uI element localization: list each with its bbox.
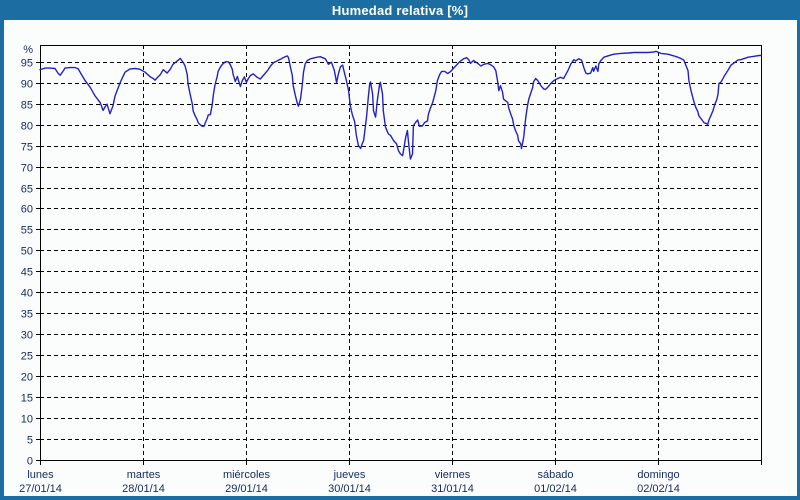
x-axis-date-label: 30/01/14 <box>328 483 371 495</box>
humidity-series-line <box>39 50 762 160</box>
chart-title-bar: Humedad relativa [%] <box>0 0 800 20</box>
x-axis-day-label: domingo <box>637 469 679 481</box>
y-axis-label: 60 <box>21 204 33 216</box>
x-axis-day-label: lunes <box>27 469 54 481</box>
y-axis-label: 90 <box>21 79 33 91</box>
y-axis-label: 35 <box>21 309 33 321</box>
plot-border <box>40 45 762 461</box>
x-axis-day-label: viernes <box>435 469 471 481</box>
y-axis-label: 40 <box>21 288 33 300</box>
y-axis-label: 25 <box>21 351 33 363</box>
chart-panel: 0 5 10 15 20 25 30 35 40 45 50 55 60 65 70 75 80 85 90 95% l… <box>4 20 797 496</box>
y-axis-label: 50 <box>21 246 33 258</box>
y-axis-label: 65 <box>21 184 33 196</box>
y-axis-label: 5 <box>27 435 33 447</box>
x-axis-date-label: 28/01/14 <box>122 483 165 495</box>
y-axis-label: 75 <box>21 142 33 154</box>
y-axis-label: 85 <box>21 100 33 112</box>
y-axis-label: 95 <box>21 58 33 70</box>
y-axis-label: 70 <box>21 163 33 175</box>
y-axis-unit-label: % <box>23 44 33 56</box>
y-axis-label: 20 <box>21 372 33 384</box>
x-axis-date-label: 27/01/14 <box>19 483 62 495</box>
y-axis-label: 0 <box>27 456 33 468</box>
y-axis-label: 15 <box>21 393 33 405</box>
x-axis-day-label: sábado <box>537 469 573 481</box>
x-axis-day-label: martes <box>127 469 161 481</box>
y-axis-label: 80 <box>21 121 33 133</box>
x-axis-date-label: 01/02/14 <box>534 483 577 495</box>
x-axis-date-label: 29/01/14 <box>225 483 268 495</box>
x-axis-day-label: miércoles <box>223 469 271 481</box>
y-axis-label: 55 <box>21 225 33 237</box>
x-axis-date-label: 31/01/14 <box>431 483 474 495</box>
y-axis-label: 45 <box>21 267 33 279</box>
y-axis-label: 10 <box>21 414 33 426</box>
y-axis-label: 30 <box>21 330 33 342</box>
humidity-chart: 0 5 10 15 20 25 30 35 40 45 50 55 60 65 70 75 80 85 90 95% l… <box>19 44 762 495</box>
chart-title: Humedad relativa [%] <box>331 2 469 18</box>
x-axis-date-label: 02/02/14 <box>637 483 680 495</box>
x-axis-day-label: jueves <box>333 469 366 481</box>
